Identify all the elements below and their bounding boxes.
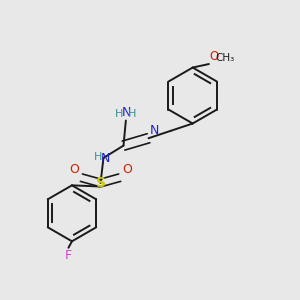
Text: N: N — [150, 124, 159, 137]
Text: H: H — [115, 109, 124, 119]
Text: F: F — [65, 249, 72, 262]
Text: O: O — [209, 50, 219, 63]
Text: S: S — [95, 176, 106, 190]
Text: H: H — [94, 152, 102, 162]
Text: O: O — [69, 164, 79, 176]
Text: N: N — [101, 152, 110, 165]
Text: O: O — [122, 164, 132, 176]
Text: N: N — [122, 106, 131, 119]
Text: CH₃: CH₃ — [215, 53, 235, 63]
Text: H: H — [128, 109, 136, 119]
